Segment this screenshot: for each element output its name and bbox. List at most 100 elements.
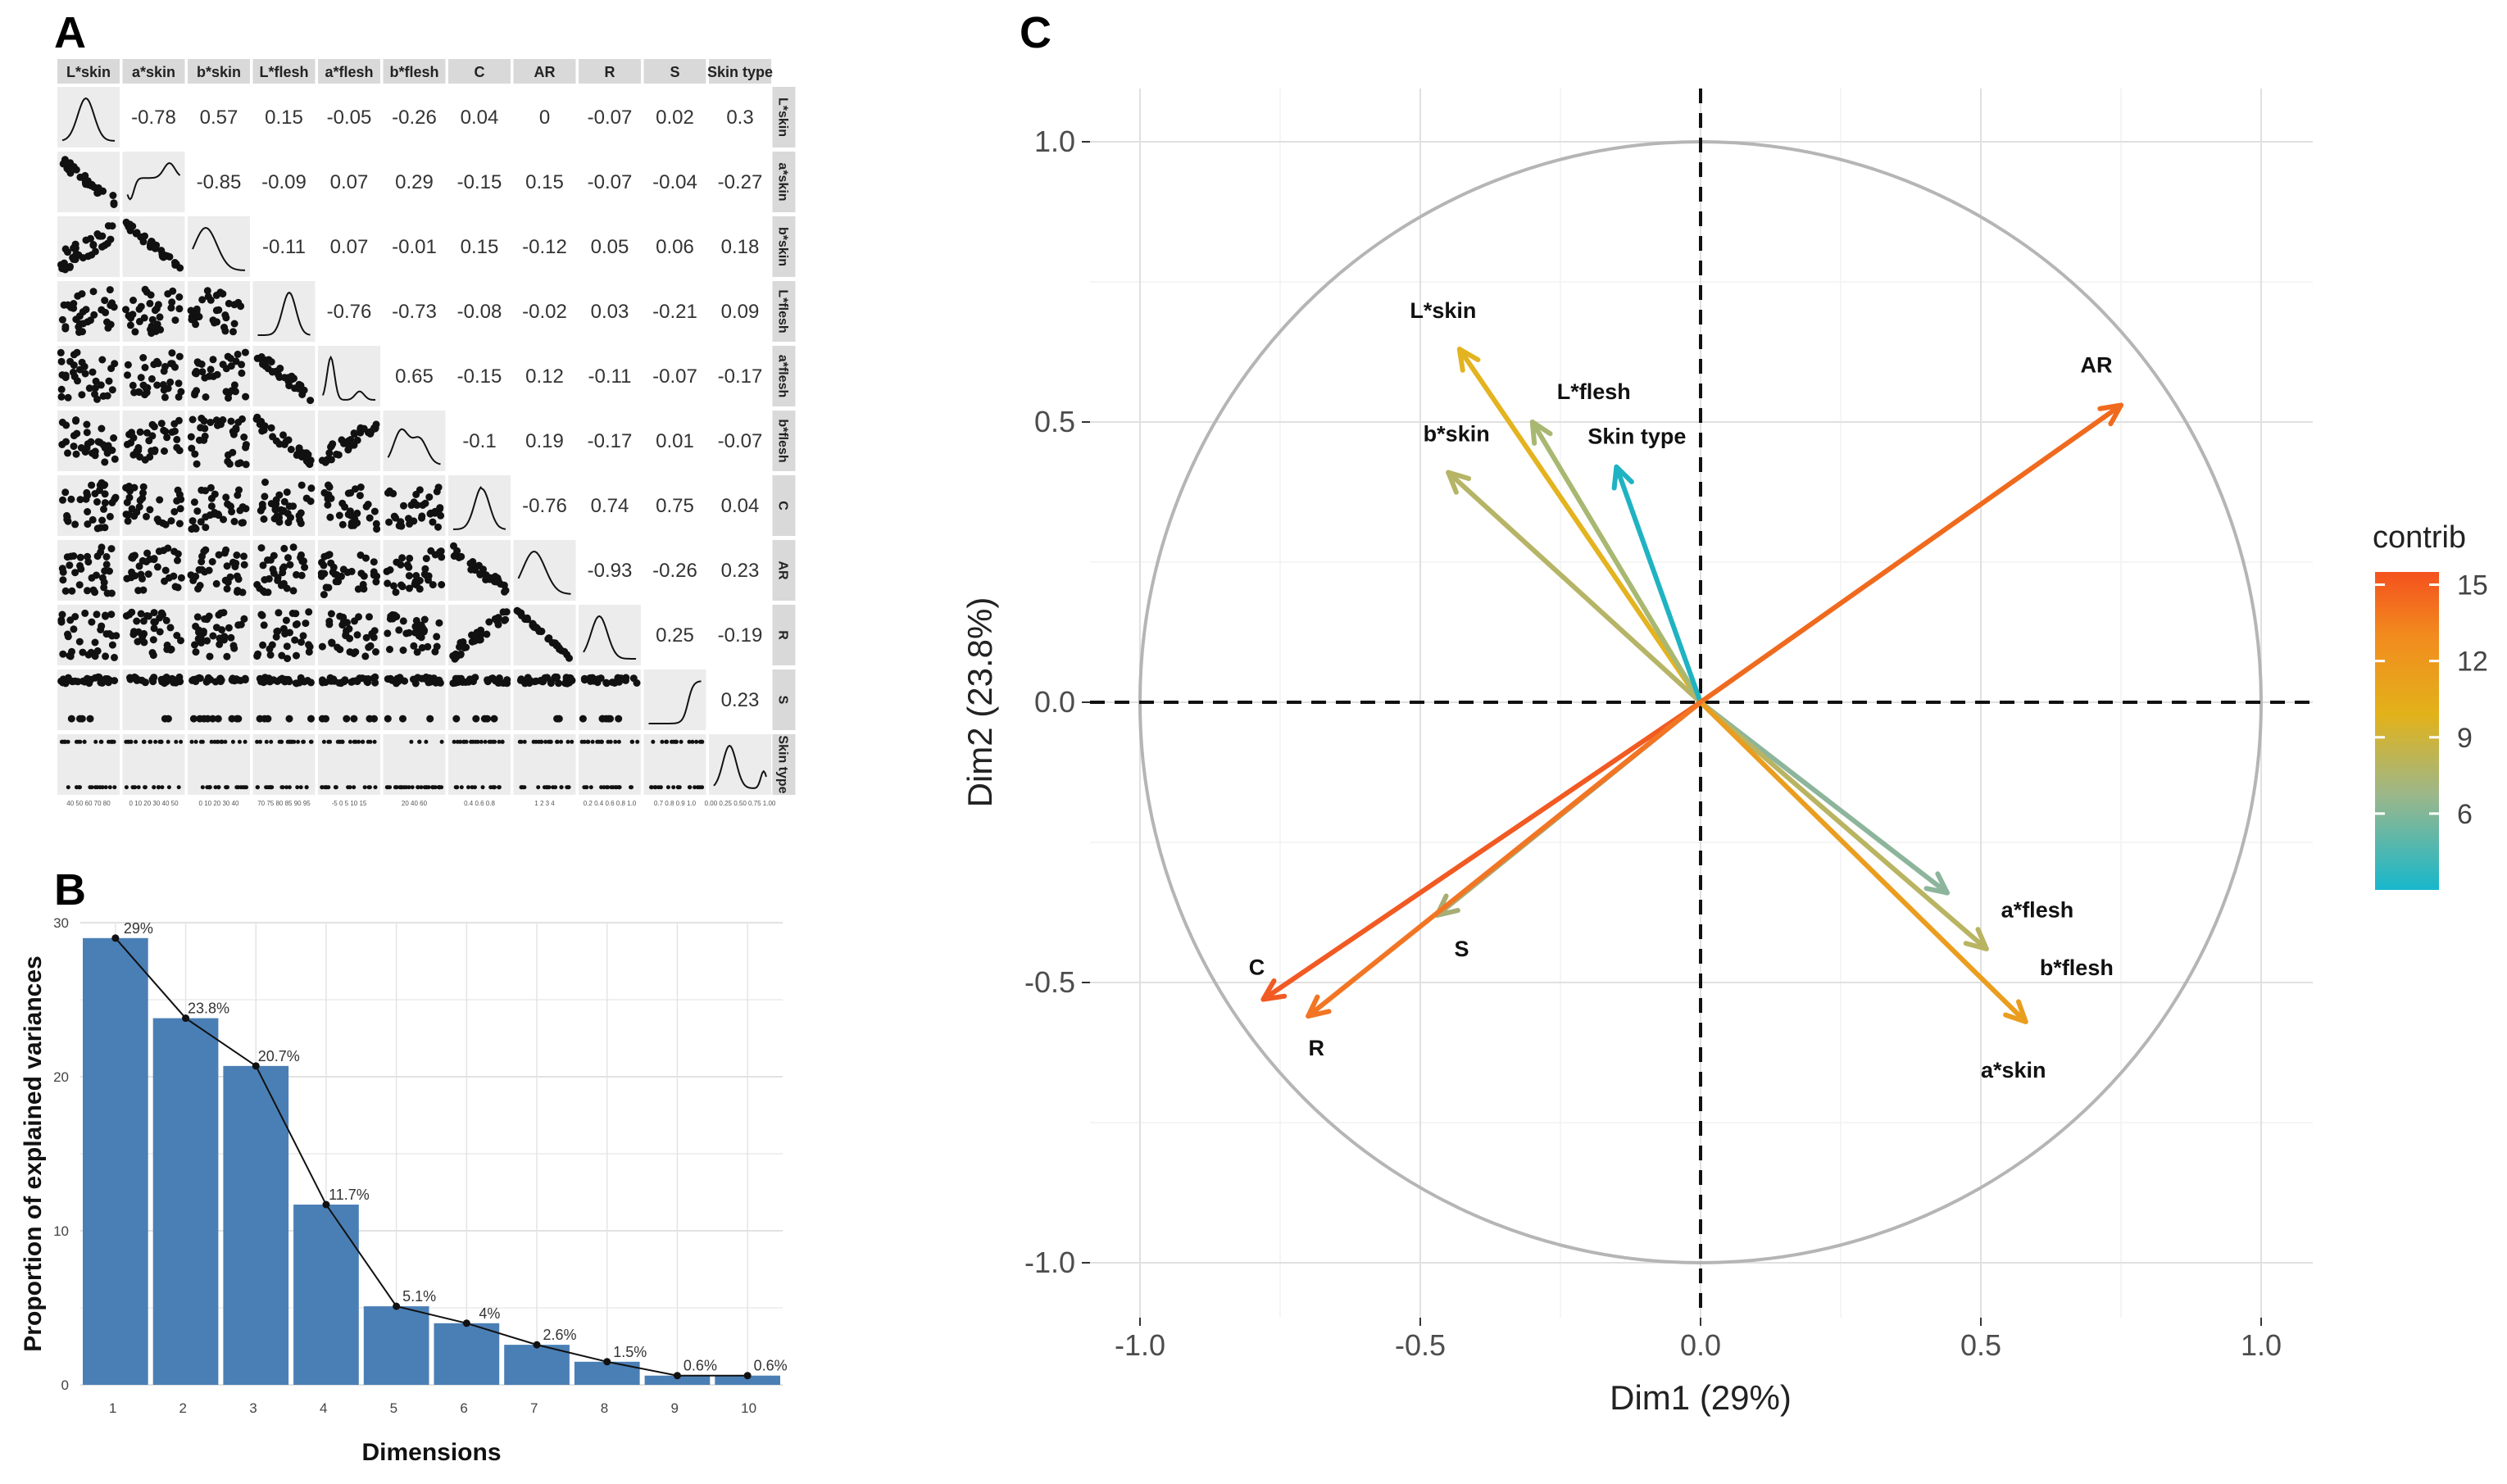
scatter-point <box>101 458 109 466</box>
scatter-point <box>171 259 179 266</box>
correlation-value: -0.19 <box>718 624 763 647</box>
matrix-cell <box>318 734 380 795</box>
scatter-point <box>353 519 361 527</box>
correlation-value: -0.27 <box>718 171 763 193</box>
scatter-point <box>160 386 168 394</box>
scatter-point <box>679 739 684 744</box>
scatter-point <box>665 739 669 744</box>
scatter-point <box>166 378 175 386</box>
matrix-cell <box>709 734 771 795</box>
scatter-point <box>598 715 606 723</box>
matrix-cell <box>579 346 641 406</box>
bar <box>293 1205 359 1385</box>
scatter-point <box>73 348 81 356</box>
scatter-point <box>608 739 613 744</box>
scatter-point <box>386 646 393 653</box>
bar <box>644 1375 711 1385</box>
matrix-cell <box>709 669 771 730</box>
matrix-cell <box>643 669 706 730</box>
scatter-point <box>502 615 510 624</box>
x-tick-label: 6 <box>460 1400 467 1416</box>
scatter-point <box>143 429 151 437</box>
matrix-cell <box>383 152 446 212</box>
scatter-point <box>129 381 137 389</box>
strip-top-label: R <box>605 64 615 80</box>
scatter-point <box>353 509 361 517</box>
density-curve <box>648 680 702 724</box>
panel-a-letter: A <box>54 8 86 57</box>
scatter-point <box>357 570 366 578</box>
scatter-point <box>297 452 304 460</box>
loading-arrow-shaft <box>1529 420 1703 705</box>
correlation-value: 0.04 <box>721 495 760 517</box>
scatter-point <box>258 739 262 744</box>
matrix-cell <box>383 734 446 795</box>
scatter-point <box>547 678 555 687</box>
loading-arrow-shaft <box>1446 470 1703 705</box>
scatter-point <box>170 675 178 683</box>
scatter-point <box>110 434 118 442</box>
scatter-point <box>224 500 232 508</box>
density-curve <box>583 615 636 660</box>
scatter-point <box>200 785 205 790</box>
correlation-value: -0.1 <box>462 430 496 452</box>
matrix-tick-label: 40 50 60 70 80 <box>66 800 111 807</box>
scatter-point <box>169 287 177 295</box>
scatter-point <box>93 739 98 744</box>
scatter-point <box>193 613 202 621</box>
scatter-point <box>187 433 195 441</box>
scatter-point <box>88 481 96 489</box>
scatter-point <box>437 511 445 520</box>
scatter-point <box>297 554 305 561</box>
scatter-point <box>611 679 619 687</box>
scatter-point <box>237 739 242 744</box>
variance-point <box>322 1200 330 1209</box>
scatter-point <box>142 739 147 744</box>
scatter-point <box>585 739 590 744</box>
scatter-point <box>450 542 457 550</box>
scatter-point <box>439 739 444 744</box>
loading-arrow-shaft <box>1456 347 1703 705</box>
scatter-point <box>177 574 185 582</box>
density-curve <box>387 428 441 465</box>
scatter-point <box>230 739 235 744</box>
scatter-point <box>93 785 98 790</box>
scatter-point <box>174 550 182 558</box>
scatter-point <box>543 739 548 744</box>
scatter-point <box>59 160 67 168</box>
scatter-point <box>230 644 238 652</box>
scatter-point <box>225 394 232 402</box>
scatter-point <box>134 739 139 744</box>
scatter-point <box>150 243 158 252</box>
scatter-point <box>400 501 407 510</box>
scatter-point <box>242 461 250 469</box>
matrix-cell <box>579 734 641 795</box>
x-tick-label: -1.0 <box>1115 1328 1165 1362</box>
scatter-point <box>111 455 119 463</box>
scatter-point <box>565 785 570 790</box>
scatter-point <box>136 785 141 790</box>
correlation-value: 0.05 <box>591 236 629 258</box>
scatter-point <box>476 570 484 578</box>
scatter-point <box>389 489 397 497</box>
scatter-point <box>459 785 464 790</box>
scatter-point <box>336 646 344 654</box>
strip-top-bg <box>383 59 446 84</box>
scatter-point <box>553 785 558 790</box>
panel-b-letter: B <box>54 865 86 914</box>
scatter-point <box>399 617 407 625</box>
scatter-point <box>64 301 72 309</box>
scatter-point <box>280 497 288 506</box>
scatter-point <box>690 739 695 744</box>
matrix-cell <box>513 87 576 147</box>
scatter-point <box>63 553 71 561</box>
scatter-point <box>283 642 291 651</box>
correlation-value: -0.93 <box>588 560 633 582</box>
correlation-value: -0.11 <box>588 365 632 388</box>
scatter-point <box>203 637 211 645</box>
scatter-point <box>388 676 396 684</box>
scatter-point <box>220 609 228 617</box>
scatter-point <box>649 785 653 790</box>
scatter-point <box>84 508 92 515</box>
strip-right-label: a*skin <box>776 162 790 201</box>
